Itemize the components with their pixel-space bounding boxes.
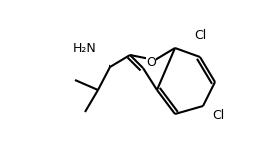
Text: Cl: Cl <box>194 28 206 41</box>
Text: Cl: Cl <box>212 108 224 121</box>
Text: O: O <box>146 56 156 68</box>
Text: H₂N: H₂N <box>73 41 97 55</box>
